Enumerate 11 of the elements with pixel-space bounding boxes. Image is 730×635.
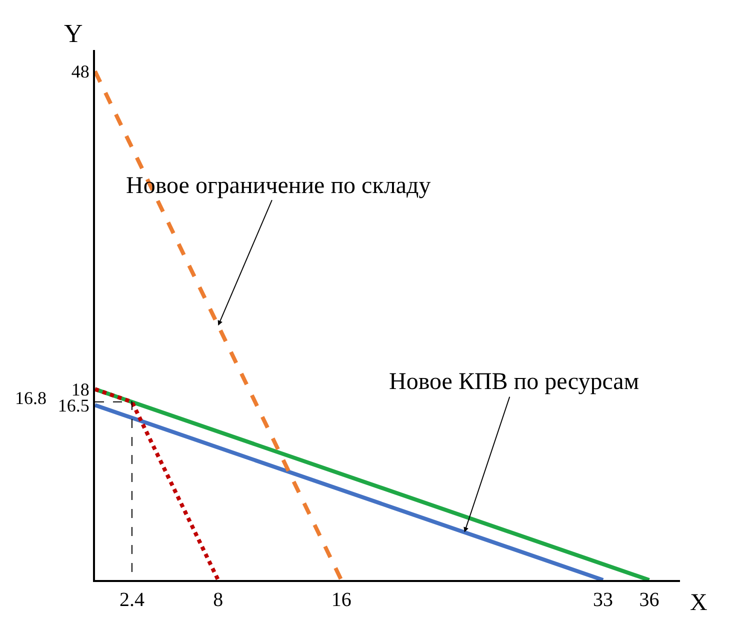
annotation: Новое ограничение по складу	[126, 173, 431, 199]
y-axis-title: Y	[64, 19, 83, 48]
x-tick-label: 2.4	[119, 589, 144, 611]
x-tick-label: 8	[213, 589, 224, 611]
x-tick-label: 36	[639, 589, 660, 611]
x-tick-label: 33	[593, 589, 614, 611]
y-tick-label: 48	[71, 62, 90, 82]
x-axis-title: X	[690, 590, 708, 616]
annotation: Новое КПВ по ресурсам	[389, 369, 640, 395]
annotation: 16.8	[15, 388, 46, 408]
x-tick-label: 16	[331, 589, 352, 611]
